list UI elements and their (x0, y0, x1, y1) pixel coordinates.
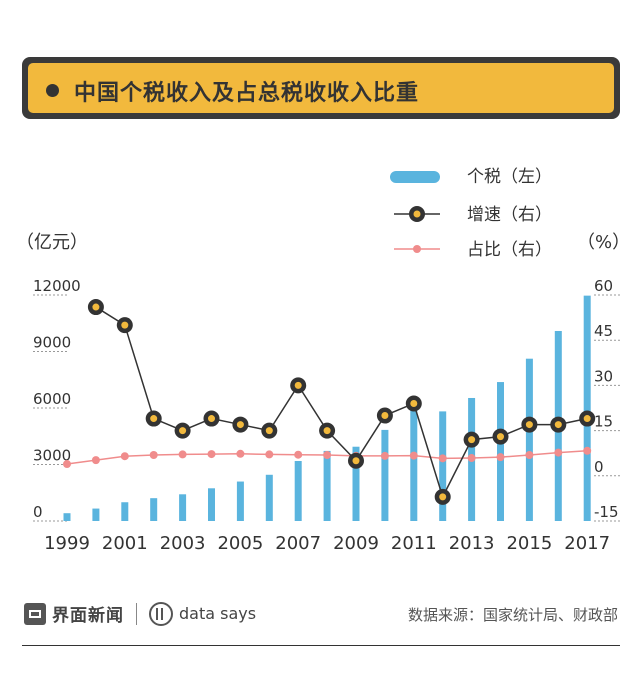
legend-share-marker (413, 245, 421, 253)
share-point (63, 460, 71, 469)
share-point (409, 451, 418, 460)
right-tick-label: 60 (594, 277, 613, 295)
tax-bar (150, 498, 158, 521)
growth-point-center (121, 321, 129, 329)
tax-bar (294, 460, 302, 521)
left-tick-label: 0 (33, 503, 43, 521)
share-point (294, 450, 303, 459)
x-tick-label: 2001 (102, 533, 148, 554)
growth-point-center (554, 421, 562, 429)
share-point (583, 446, 592, 455)
jiemian-logo-icon (24, 602, 46, 625)
left-tick-label: 12000 (33, 277, 81, 295)
x-tick-label: 2015 (506, 533, 552, 554)
chart-svg: （亿元） 0 3000 6000 9000 12000 （%） -15 0 15 30 45 60 199… (16, 167, 630, 554)
share-point (554, 448, 563, 457)
x-tick-label: 2017 (564, 533, 610, 554)
brand-separator (136, 602, 137, 625)
growth-point-center (179, 427, 187, 435)
tax-bar (63, 513, 71, 521)
tax-bar (236, 481, 244, 521)
share-point (467, 454, 476, 463)
share-point (236, 449, 245, 458)
tax-bar (439, 411, 447, 521)
legend-label-growth: 增速（右） (467, 205, 552, 225)
share-point (265, 450, 274, 459)
title-bar: 中国个税收入及占总税收收入比重 (22, 57, 620, 119)
chart-title: 中国个税收入及占总税收收入比重 (74, 81, 420, 106)
brand-datasays: data says (179, 604, 257, 623)
left-axis-unit: （亿元） (16, 232, 88, 253)
right-tick-label: 45 (594, 322, 613, 340)
data-says-logo-icon (149, 601, 173, 626)
growth-point-center (92, 303, 100, 311)
share-point (207, 450, 216, 459)
tax-bar (352, 446, 360, 521)
growth-point-center (265, 427, 273, 435)
growth-point-center (583, 415, 591, 423)
legend-bar-swatch (390, 171, 440, 183)
growth-point-center (410, 399, 418, 407)
title-panel: 中国个税收入及占总税收收入比重 (28, 63, 614, 113)
tax-bar (525, 358, 533, 521)
left-tick-label: 3000 (33, 447, 71, 465)
x-tick-label: 2011 (391, 533, 437, 554)
tax-bar (92, 508, 100, 521)
legend-growth-marker-center (413, 210, 421, 218)
x-tick-label: 2013 (449, 533, 495, 554)
right-axis-unit: （%） (577, 232, 630, 253)
tax-bar (179, 494, 187, 521)
x-tick-label: 2003 (160, 533, 206, 554)
growth-point-center (323, 427, 331, 435)
right-tick-label: -15 (594, 503, 619, 521)
share-point (149, 451, 158, 460)
tax-bar (410, 406, 418, 521)
growth-line (95, 306, 588, 499)
right-tick-label: 0 (594, 458, 604, 476)
tax-bar (497, 382, 504, 521)
growth-point-center (236, 421, 244, 429)
tax-bar (323, 450, 331, 521)
share-point (120, 452, 129, 461)
share-point (438, 454, 447, 463)
tax-bar (121, 502, 129, 521)
right-tick-label: 30 (594, 367, 613, 385)
brand-name: 界面新闻 (52, 606, 124, 626)
growth-point-center (352, 457, 360, 465)
data-source: 数据来源：国家统计局、财政部 (407, 606, 618, 624)
legend-label-share: 占比（右） (467, 240, 552, 260)
tax-bar (208, 488, 215, 521)
growth-point-center (381, 412, 389, 420)
tax-bar (265, 474, 273, 521)
title-bullet-icon (46, 84, 59, 97)
x-tick-label: 1999 (44, 533, 90, 554)
share-point (323, 451, 332, 460)
x-tick-label: 2009 (333, 533, 379, 554)
share-point (525, 451, 534, 460)
growth-point-center (468, 436, 476, 444)
share-point (496, 453, 505, 462)
growth-point-center (294, 381, 302, 389)
footer-divider (22, 645, 620, 646)
footer-brand: 界面新闻 data says (24, 601, 256, 626)
right-tick-label: 15 (594, 413, 613, 431)
share-point (178, 450, 187, 459)
left-tick-label: 9000 (33, 334, 71, 352)
growth-point-center (497, 433, 504, 441)
growth-point-center (439, 493, 447, 501)
x-tick-label: 2007 (275, 533, 321, 554)
tax-bar (583, 295, 591, 521)
left-tick-label: 6000 (33, 390, 71, 408)
legend-label-bars: 个税（左） (467, 167, 552, 187)
share-point (91, 456, 100, 465)
growth-point-center (150, 415, 158, 423)
tax-bar (381, 429, 389, 521)
growth-point-center (208, 415, 215, 423)
growth-point-center (525, 421, 533, 429)
share-point (380, 451, 389, 460)
x-tick-label: 2005 (217, 533, 263, 554)
